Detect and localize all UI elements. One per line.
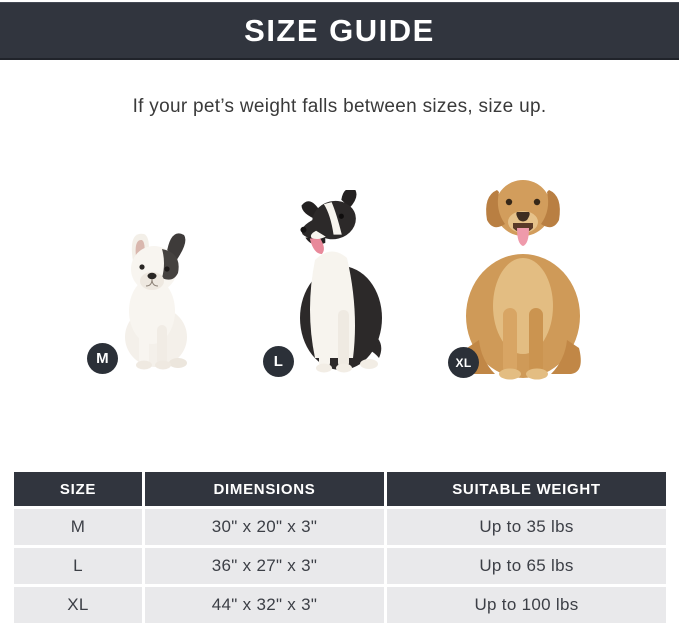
cell-weight-xl: Up to 100 lbs xyxy=(387,587,666,623)
cell-size-xl: XL xyxy=(14,587,142,623)
size-badge-l: L xyxy=(263,346,294,377)
border-collie-image xyxy=(295,190,382,373)
size-badge-xl: XL xyxy=(448,347,479,378)
border-collie-icon xyxy=(300,190,382,373)
column-header-dimensions: DIMENSIONS xyxy=(145,472,384,506)
cell-dimensions-xl: 44" x 32" x 3" xyxy=(145,587,384,623)
header-bar: SIZE GUIDE xyxy=(0,2,679,60)
golden-retriever-icon xyxy=(465,180,581,380)
column-header-size: SIZE xyxy=(14,472,142,506)
french-bulldog-image xyxy=(120,227,188,370)
size-table: SIZE DIMENSIONS SUITABLE WEIGHT M 30" x … xyxy=(14,472,666,623)
page-title: SIZE GUIDE xyxy=(244,12,435,48)
column-header-weight: SUITABLE WEIGHT xyxy=(387,472,666,506)
cell-weight-m: Up to 35 lbs xyxy=(387,509,666,545)
cell-size-m: M xyxy=(14,509,142,545)
cell-dimensions-l: 36" x 27" x 3" xyxy=(145,548,384,584)
size-badge-m: M xyxy=(87,343,118,374)
subtitle-text: If your pet’s weight falls between sizes… xyxy=(132,96,547,117)
cell-weight-l: Up to 65 lbs xyxy=(387,548,666,584)
golden-retriever-image xyxy=(461,168,585,380)
cell-dimensions-m: 30" x 20" x 3" xyxy=(145,509,384,545)
cell-size-l: L xyxy=(14,548,142,584)
french-bulldog-icon xyxy=(125,233,187,370)
